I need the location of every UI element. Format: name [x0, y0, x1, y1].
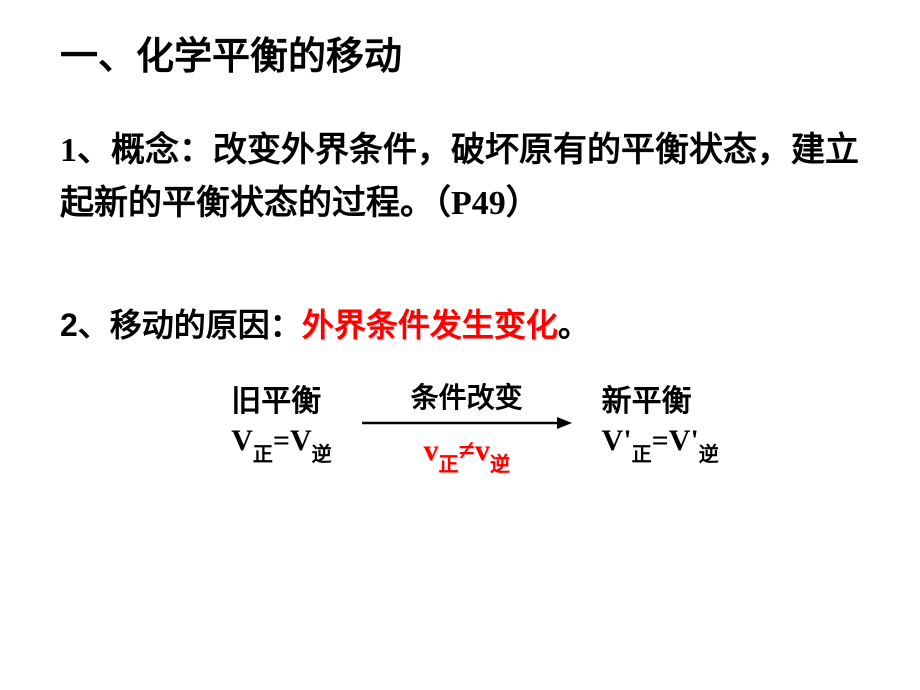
old-eq-sub1: 正 [253, 444, 273, 466]
section-2-suffix: 。 [558, 307, 590, 343]
arrow-bottom-v1: v [423, 434, 438, 467]
arrow-top-label: 条件改变 [411, 376, 523, 416]
section-1-concept: 1、概念：改变外界条件，破坏原有的平衡状态，建立起新的平衡状态的过程。（P49） [60, 125, 860, 230]
section-2-reason: 2、移动的原因：外界条件发生变化。 [60, 300, 860, 346]
arrow-column: 条件改变 v正≠v逆 [362, 376, 572, 473]
old-equilibrium-equation: V正=V逆 [231, 424, 331, 463]
old-eq-v2: V [290, 424, 312, 457]
new-eq-v2: V' [669, 424, 699, 457]
section-2-prefix: 2、移动的原因： [60, 307, 302, 343]
new-eq-op: = [652, 424, 669, 457]
equilibrium-diagram: 旧平衡 V正=V逆 条件改变 v正≠v逆 新平衡 V'正=V'逆 [90, 376, 860, 473]
new-eq-sub2: 逆 [699, 444, 719, 466]
new-equilibrium-label: 新平衡 [602, 376, 719, 420]
old-equilibrium-column: 旧平衡 V正=V逆 [231, 376, 331, 463]
arrow-bottom-op: ≠ [458, 434, 474, 467]
arrow-icon [362, 414, 572, 432]
page-title: 一、化学平衡的移动 [60, 25, 860, 80]
new-eq-v1: V' [602, 424, 632, 457]
arrow-bottom-sub2: 逆 [490, 454, 510, 476]
old-eq-v1: V [231, 424, 253, 457]
new-equilibrium-equation: V'正=V'逆 [602, 424, 719, 463]
old-eq-sub2: 逆 [312, 444, 332, 466]
arrow-bottom-sub1: 正 [438, 454, 458, 476]
arrow-bottom-v2: v [475, 434, 490, 467]
old-eq-op: = [273, 424, 290, 457]
old-equilibrium-label: 旧平衡 [231, 376, 331, 420]
new-equilibrium-column: 新平衡 V'正=V'逆 [602, 376, 719, 463]
new-eq-sub1: 正 [632, 444, 652, 466]
section-2-highlight: 外界条件发生变化 [302, 307, 558, 343]
arrow-bottom-label: v正≠v逆 [423, 434, 509, 473]
